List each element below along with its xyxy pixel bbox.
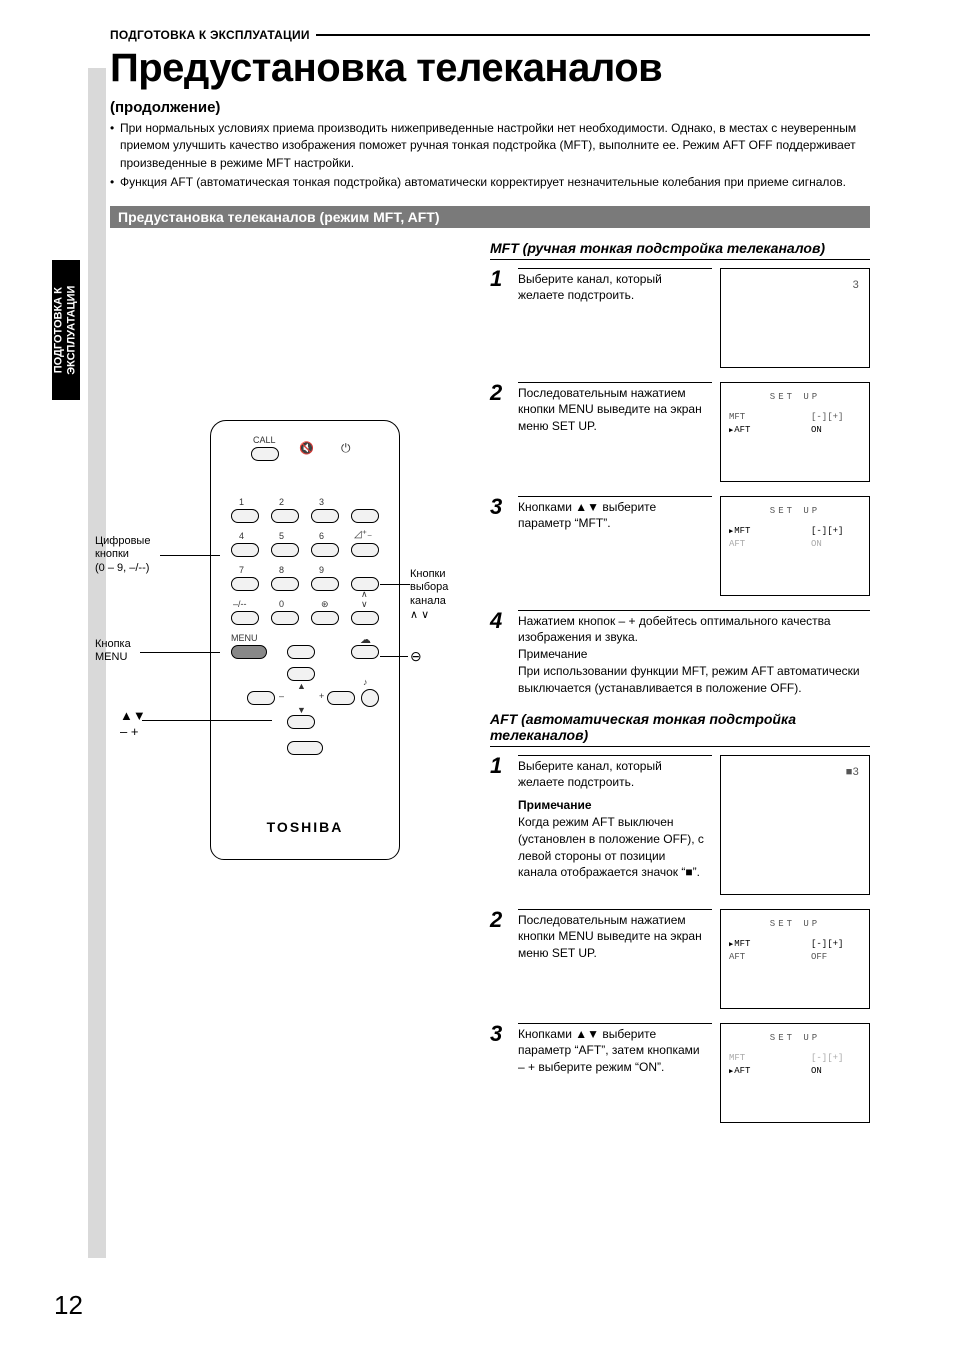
step: 1 Выберите канал, который желаете подстр… [490, 755, 870, 895]
menu-button [231, 645, 267, 659]
intro-bullet: Функция AFT (автоматическая тонкая подст… [110, 174, 870, 191]
call-label: CALL [253, 435, 276, 445]
header-rule [316, 34, 870, 36]
call-button [251, 447, 279, 461]
step-text: Последовательным нажатием кнопки MENU вы… [518, 382, 712, 482]
digit-button [231, 543, 259, 557]
dash-button [231, 611, 259, 625]
step-text: Нажатием кнопок – + добейтесь оптимально… [518, 610, 870, 697]
osd-screen: SET UP MFT[-][+] AFTON [720, 382, 870, 482]
note-heading: Примечание [518, 646, 870, 663]
digit-button [311, 509, 339, 523]
osd-title: SET UP [727, 918, 863, 931]
step: 1 Выберите канал, который желаете подстр… [490, 268, 870, 368]
aft-heading: AFT (автоматическая тонкая подстройка те… [490, 711, 870, 747]
osd-title: SET UP [727, 391, 863, 404]
menu-label: MENU [231, 633, 258, 643]
intro-bullet: При нормальных условиях приема производи… [110, 120, 870, 172]
col-left: CALL 🔇 ⏻ 1 2 3 4 5 6 7 8 9 –/-- [110, 240, 470, 1137]
step-number: 2 [490, 909, 510, 1009]
step-number: 3 [490, 496, 510, 596]
digit-button [271, 611, 299, 625]
step-number: 4 [490, 610, 510, 697]
step-text: Кнопками ▲▼ выберите параметр “MFT”. [518, 496, 712, 596]
side-tab: ПОДГОТОВКА КЭКСПЛУАТАЦИИ [52, 260, 80, 400]
step-number: 3 [490, 1023, 510, 1123]
down-button [287, 715, 315, 729]
mft-heading: MFT (ручная тонкая подстройка телеканало… [490, 240, 870, 260]
osd-screen: ■3 [720, 755, 870, 895]
digit-button [311, 577, 339, 591]
intro-list: При нормальных условиях приема производи… [110, 120, 870, 192]
digit-button [271, 509, 299, 523]
misc-button [351, 645, 379, 659]
digit-button [231, 577, 259, 591]
side-tab-label: ПОДГОТОВКА КЭКСПЛУАТАЦИИ [53, 285, 79, 374]
remote-outline: CALL 🔇 ⏻ 1 2 3 4 5 6 7 8 9 –/-- [210, 420, 400, 860]
lead-line [142, 720, 272, 721]
minus-button [247, 691, 275, 705]
note-icon: ♪ [363, 677, 368, 687]
osd-title: SET UP [727, 1032, 863, 1045]
page-content: ПОДГОТОВКА К ЭКСПЛУАТАЦИИ Предустановка … [110, 28, 870, 1137]
cloud-icon: ☁ [360, 633, 371, 646]
misc-button [287, 645, 315, 659]
remote-diagram: CALL 🔇 ⏻ 1 2 3 4 5 6 7 8 9 –/-- [110, 420, 470, 1040]
vol-button [351, 543, 379, 557]
lead-line [160, 555, 220, 556]
callout-menu: КнопкаMENU [95, 638, 131, 666]
callout-theta: ⊖ [410, 648, 422, 666]
ch-down-button [351, 611, 379, 625]
osd-screen: SET UP MFT[-][+] AFTON [720, 1023, 870, 1123]
step-text: Выберите канал, который желаете подстрои… [518, 268, 712, 368]
callout-channel: Кнопкивыбораканала∧ ∨ [410, 568, 448, 623]
lead-line [380, 584, 410, 585]
digit-button [271, 543, 299, 557]
callout-nav: ▲▼– + [120, 708, 146, 741]
step: 2 Последовательным нажатием кнопки MENU … [490, 909, 870, 1009]
brand-label: TOSHIBA [211, 819, 399, 835]
lead-line [380, 656, 408, 657]
step: 3 Кнопками ▲▼ выберите параметр “AFT”, з… [490, 1023, 870, 1123]
note-text: Когда режим AFT выключен (установлен в п… [518, 814, 706, 881]
osd-screen: 3 [720, 268, 870, 368]
note-text: При использовании функции MFT, режим AFT… [518, 663, 870, 697]
step-number: 1 [490, 268, 510, 368]
digit-button [271, 577, 299, 591]
page-number: 12 [54, 1290, 83, 1321]
step-number: 1 [490, 755, 510, 895]
step: 4 Нажатием кнопок – + добейтесь оптималь… [490, 610, 870, 697]
blank-button [351, 509, 379, 523]
note-heading: Примечание [518, 797, 706, 814]
plus-button [327, 691, 355, 705]
callout-digits: Цифровыекнопки(0 – 9, –/--) [95, 535, 150, 576]
subtitle: (продолжение) [110, 99, 870, 116]
digit-button [231, 509, 259, 523]
step: 3 Кнопками ▲▼ выберите параметр “MFT”. S… [490, 496, 870, 596]
digit-button [311, 543, 339, 557]
col-right: MFT (ручная тонкая подстройка телеканало… [490, 240, 870, 1137]
page-title: Предустановка телеканалов [110, 46, 870, 91]
section-bar: Предустановка телеканалов (режим MFT, AF… [110, 206, 870, 228]
step-text: Кнопками ▲▼ выберите параметр “AFT”, зат… [518, 1023, 712, 1123]
up-button [287, 667, 315, 681]
step-text: Выберите канал, который желаете подстрои… [518, 755, 712, 895]
step-text: Последовательным нажатием кнопки MENU вы… [518, 909, 712, 1009]
step-number: 2 [490, 382, 510, 482]
osd-channel: ■3 [846, 766, 859, 781]
header-line: ПОДГОТОВКА К ЭКСПЛУАТАЦИИ [110, 28, 870, 42]
header-category: ПОДГОТОВКА К ЭКСПЛУАТАЦИИ [110, 28, 310, 42]
step: 2 Последовательным нажатием кнопки MENU … [490, 382, 870, 482]
body-columns: CALL 🔇 ⏻ 1 2 3 4 5 6 7 8 9 –/-- [110, 240, 870, 1137]
ok-button [361, 689, 379, 707]
extra-button [287, 741, 323, 755]
lead-line [140, 652, 220, 653]
enter-button [311, 611, 339, 625]
osd-channel: 3 [852, 279, 859, 294]
osd-screen: SET UP MFT[-][+] AFTON [720, 496, 870, 596]
enter-icon: ⊛ [321, 599, 329, 610]
osd-screen: SET UP MFT[-][+] AFTOFF [720, 909, 870, 1009]
osd-title: SET UP [727, 505, 863, 518]
vol-icon: ◿⁺₋ [354, 529, 372, 540]
